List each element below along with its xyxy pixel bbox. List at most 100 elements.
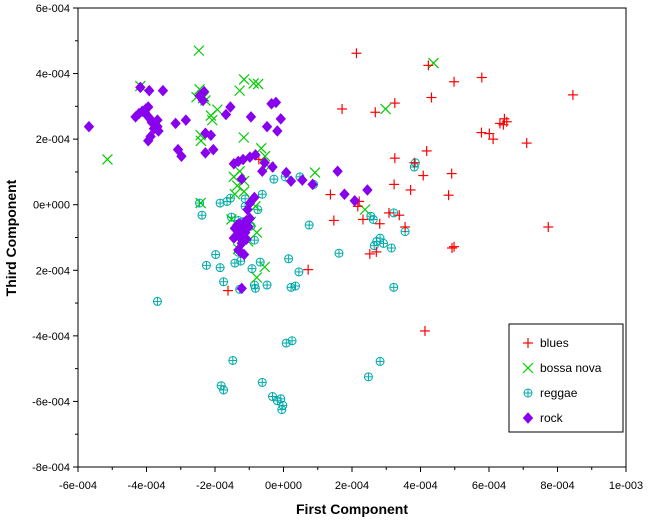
point-rock <box>362 184 373 196</box>
point-rock <box>281 166 292 179</box>
x-tick-label: 4e-004 <box>403 480 437 492</box>
point-rock <box>275 113 286 125</box>
point-rock <box>349 195 360 207</box>
point-reggae <box>294 267 304 277</box>
point-blues <box>449 241 460 252</box>
point-rock <box>200 147 211 159</box>
point-bossa-nova <box>238 132 250 143</box>
point-reggae <box>201 260 211 270</box>
point-rock <box>297 174 308 186</box>
legend-label: bossa nova <box>540 361 602 375</box>
point-reggae <box>286 282 296 292</box>
point-rock <box>180 114 192 126</box>
point-rock <box>148 122 160 135</box>
point-bossa-nova <box>248 77 260 89</box>
point-rock <box>238 248 250 261</box>
point-rock <box>208 143 219 156</box>
plot-frame <box>77 7 627 468</box>
point-blues <box>446 168 457 179</box>
x-tick-label: 6e-004 <box>472 480 506 492</box>
legend-marker-blues <box>523 338 533 348</box>
legend: blues bossa nova reggae rock <box>508 323 624 433</box>
point-rock <box>135 81 146 94</box>
point-rock <box>152 114 163 126</box>
point-reggae <box>277 405 287 415</box>
point-reggae <box>375 356 385 366</box>
point-reggae <box>386 243 396 253</box>
point-reggae <box>368 214 378 224</box>
series-rock <box>83 81 373 295</box>
point-rock <box>339 188 350 200</box>
y-tick-label: -4e-004 <box>32 331 70 343</box>
y-tick-label: -8e-004 <box>32 462 70 474</box>
point-blues <box>484 128 495 139</box>
point-reggae <box>284 254 294 264</box>
point-reggae <box>253 205 263 215</box>
y-tick-label: 4e-004 <box>36 69 70 81</box>
point-rock <box>236 282 247 295</box>
point-reggae <box>268 392 278 402</box>
legend-label: blues <box>540 336 569 350</box>
y-axis-ticks: 6e-004 4e-004 2e-004 0e+000 2e-004 -4e-004 -6e… <box>32 3 78 474</box>
point-rock <box>144 84 155 97</box>
legend-item-reggae: reggae <box>523 386 578 400</box>
point-rock <box>205 129 217 141</box>
point-reggae <box>195 198 205 208</box>
point-bossa-nova <box>238 74 250 85</box>
point-bossa-nova <box>229 188 241 200</box>
legend-label: reggae <box>540 386 578 400</box>
point-blues <box>371 246 382 257</box>
point-blues <box>419 325 430 336</box>
point-bossa-nova <box>252 78 264 90</box>
point-blues <box>447 242 458 253</box>
point-rock <box>220 108 232 121</box>
point-rock <box>130 111 141 123</box>
y-tick-label: 2e-004 <box>36 134 70 146</box>
point-rock <box>241 233 252 245</box>
point-bossa-nova <box>428 57 439 69</box>
point-bossa-nova <box>251 227 263 239</box>
point-blues <box>521 138 532 149</box>
x-tick-label: 2e-004 <box>335 480 369 492</box>
point-blues <box>370 107 381 118</box>
point-reggae <box>219 385 229 395</box>
x-tick-label: -6e-004 <box>59 480 97 492</box>
legend-item-rock: rock <box>522 411 564 425</box>
point-bossa-nova <box>238 186 250 198</box>
point-bossa-nova <box>205 110 217 121</box>
point-blues <box>409 157 420 168</box>
point-rock <box>83 120 95 133</box>
point-blues <box>426 92 437 103</box>
point-blues <box>389 153 400 164</box>
point-blues <box>476 127 487 138</box>
point-blues <box>400 222 411 233</box>
x-axis-ticks: -6e-004 -4e-004 -2e-004 0e+000 2e-004 4e-004 6… <box>59 467 643 492</box>
legend-marker-reggae <box>523 388 533 398</box>
point-rock <box>228 232 240 244</box>
point-blues <box>488 134 499 145</box>
x-tick-label: 1e-003 <box>609 480 643 492</box>
point-rock <box>259 157 270 169</box>
point-blues <box>364 248 375 259</box>
point-blues <box>351 48 362 59</box>
point-reggae <box>215 263 225 273</box>
point-rock <box>272 125 283 137</box>
point-bossa-nova <box>259 261 271 273</box>
point-rock <box>267 161 278 173</box>
x-axis-title: First Component <box>296 501 408 517</box>
legend-label: rock <box>540 411 564 425</box>
point-blues <box>389 179 400 190</box>
point-rock <box>249 191 260 204</box>
series-blues <box>223 48 578 336</box>
point-bossa-nova <box>251 272 263 283</box>
x-tick-label: -4e-004 <box>128 480 166 492</box>
point-bossa-nova <box>380 103 391 115</box>
point-rock <box>285 175 297 187</box>
point-reggae <box>372 236 382 246</box>
point-reggae <box>389 282 399 292</box>
x-tick-label: 8e-004 <box>540 480 574 492</box>
point-reggae <box>152 296 162 306</box>
point-rock <box>225 101 236 113</box>
point-rock <box>198 85 210 98</box>
